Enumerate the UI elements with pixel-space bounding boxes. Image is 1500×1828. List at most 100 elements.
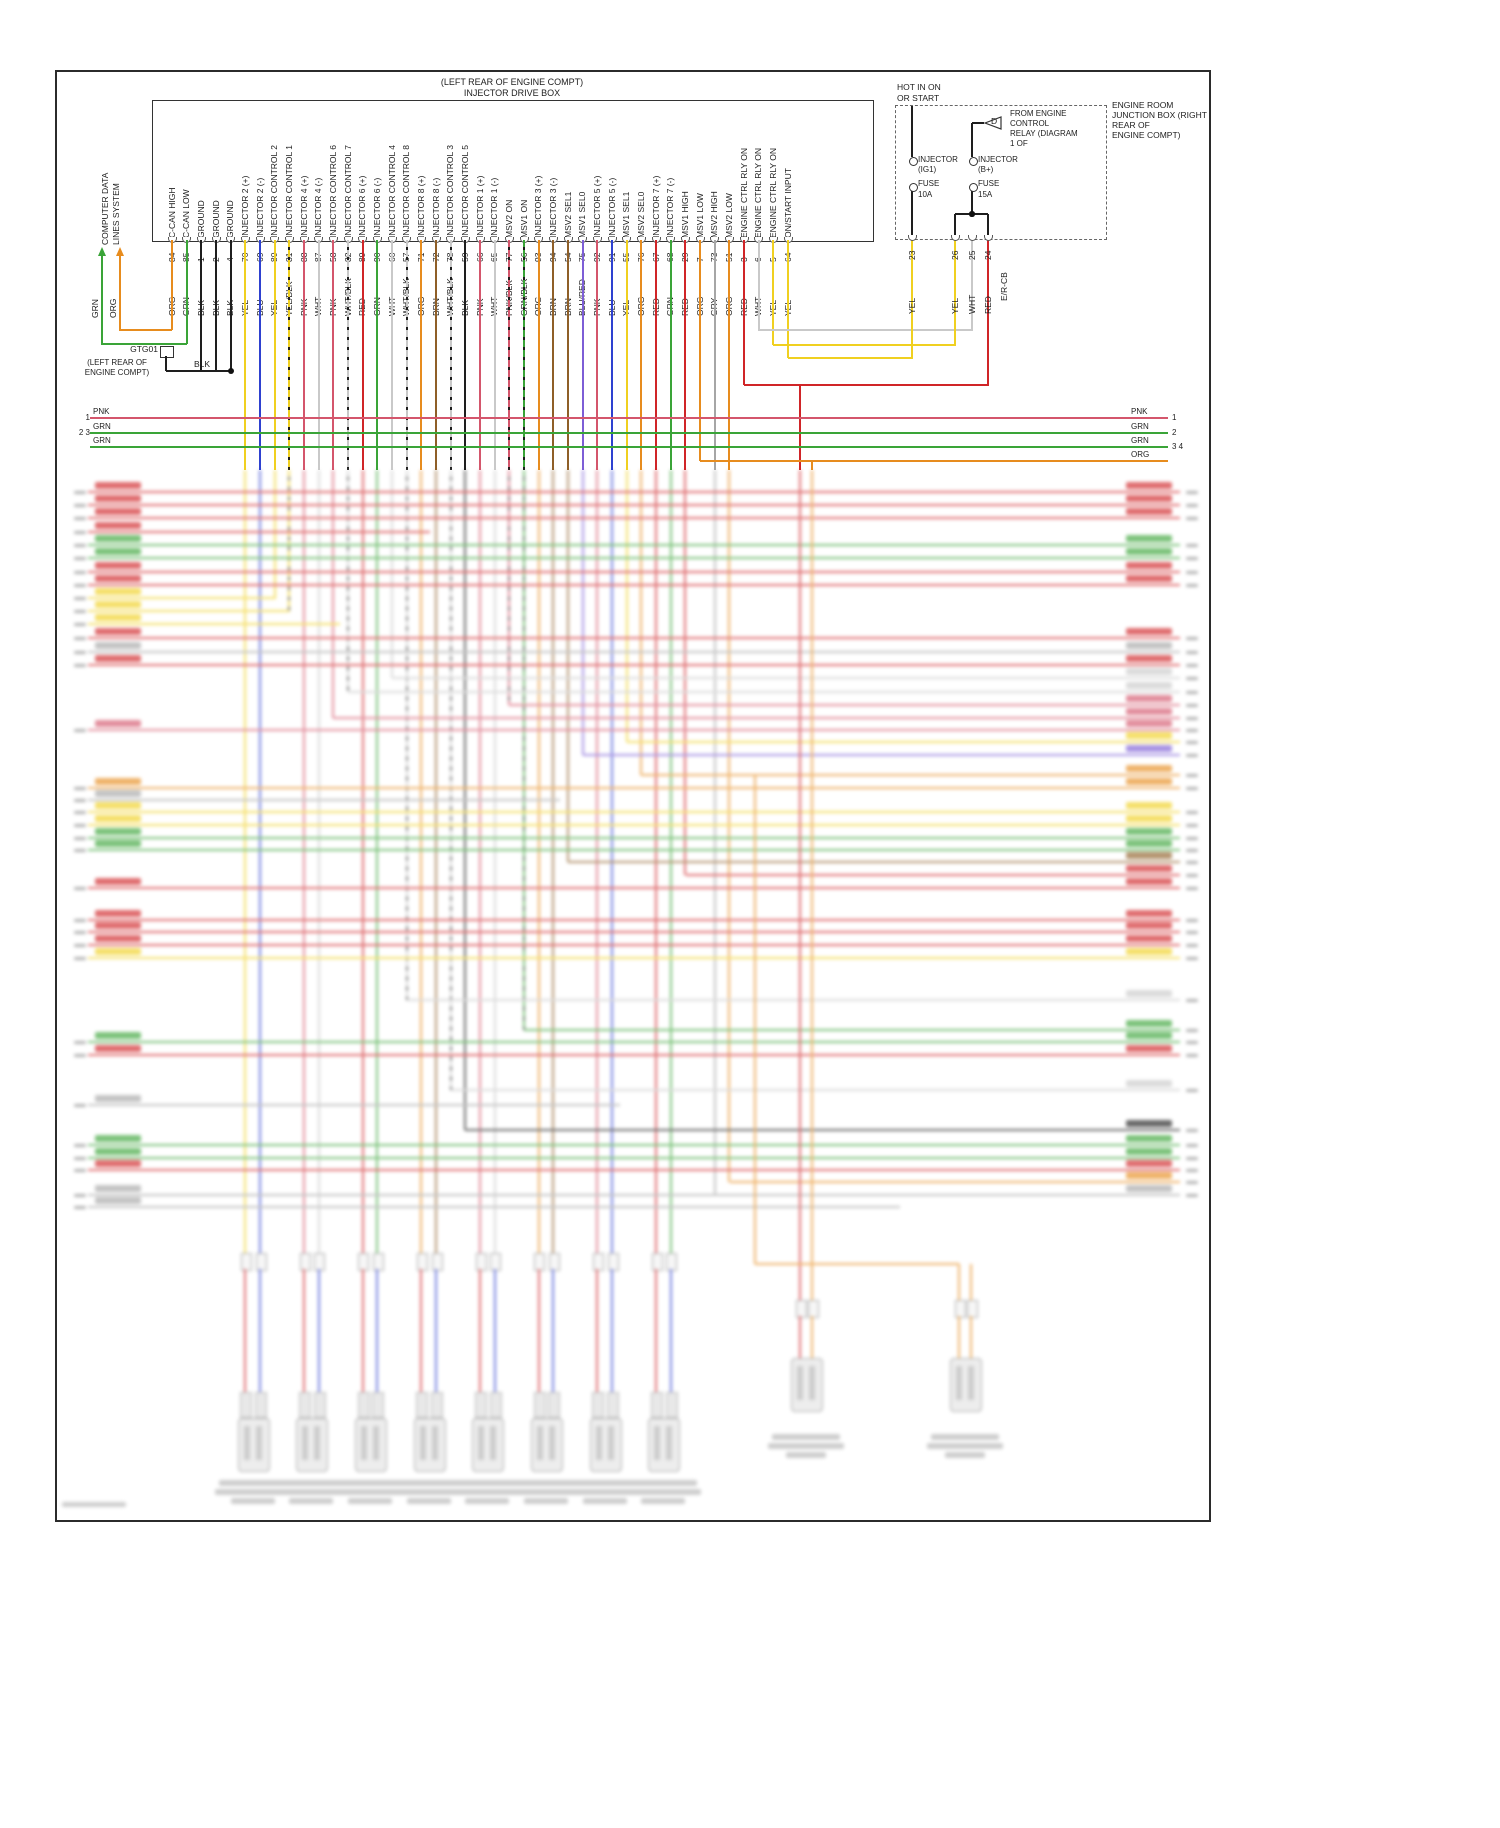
pin-wire-2 — [215, 240, 217, 371]
bus-wire-2 — [90, 431, 1168, 435]
can-high-wire — [119, 256, 121, 331]
pin-wire-82 — [347, 240, 349, 470]
computer-data-line-1: COMPUTER DATA — [100, 172, 110, 245]
pin-wire-5 — [772, 240, 775, 345]
pin-label: INJECTOR CONTROL 2 — [269, 144, 280, 238]
fuse-terminal-icon — [968, 182, 978, 192]
pin-label: INJECTOR 7 (+) — [650, 175, 661, 238]
pin-label: GROUND — [210, 200, 221, 238]
on-start-input-wire — [788, 357, 912, 359]
pin-wire-87 — [317, 240, 320, 470]
pin-wire-93 — [537, 240, 540, 470]
drive-box-title: INJECTOR DRIVE BOX — [463, 88, 561, 98]
hot-wire-color-label: WHT — [966, 294, 977, 314]
pin-wire-65 — [493, 240, 496, 470]
ground-location-line-1: (LEFT REAR OF — [87, 358, 147, 367]
pin-wire-6 — [757, 240, 760, 330]
pin-label: INJECTOR 5 (-) — [606, 177, 617, 238]
pin-label: ENGINE CTRL RLY ON — [767, 147, 778, 238]
pin-label: INJECTOR CONTROL 7 — [342, 144, 353, 238]
pin-wire-1 — [200, 240, 203, 371]
hot-box — [895, 105, 1107, 240]
pin-wire-91 — [611, 240, 613, 470]
junction-note-line-1: ENGINE ROOM — [1112, 100, 1174, 110]
pin-label: INJECTOR 3 (-) — [547, 177, 558, 238]
pin-wire-69 — [259, 240, 261, 470]
hot-pin-wire-25 — [971, 240, 973, 331]
pin-wire-78 — [449, 240, 452, 470]
pin-label: INJECTOR CONTROL 4 — [386, 144, 397, 238]
pin-label: INJECTOR 2 (-) — [254, 177, 265, 238]
pin-label: MSV2 LOW — [723, 193, 734, 238]
pin-label: MSV2 ON — [503, 199, 514, 238]
junction-dot — [227, 367, 235, 375]
pin-terminal-icon — [950, 235, 960, 241]
relay-note-line-3: RELAY (DIAGRAM — [1010, 129, 1078, 138]
hot-wire-color-label: YEL — [949, 297, 960, 314]
pin-wire-58 — [332, 240, 335, 470]
bus-right-color-label: GRN — [1131, 436, 1149, 445]
hot-pin-wire-24 — [987, 240, 989, 386]
pin-wire-67 — [655, 240, 657, 470]
arrow-label-grn: GRN — [90, 299, 100, 318]
pin-label: ENGINE CTRL RLY ON — [738, 147, 749, 238]
engine-ctrl-rly-wire — [744, 384, 988, 386]
diagram-border — [55, 70, 1211, 1522]
pin-wire-75 — [581, 240, 584, 470]
arrow-label-org: ORG — [108, 298, 118, 318]
can-high-wire — [120, 329, 172, 331]
hot-pin-label: E/R-CB — [998, 272, 1009, 301]
pin-label: ON/START INPUT — [782, 168, 793, 238]
bus-left-color-label: GRN — [93, 436, 111, 445]
pin-label: INJECTOR 7 (-) — [665, 177, 676, 238]
relay-triangle-icon — [984, 116, 1002, 130]
fuse-circuit-line — [911, 189, 913, 240]
fuse-circuit-line — [971, 189, 973, 214]
relay-note-line-1: FROM ENGINE — [1010, 109, 1067, 118]
pin-wire-72 — [435, 240, 437, 470]
pin-label: C-CAN LOW — [181, 189, 192, 238]
pin-wire-77 — [508, 240, 511, 470]
fuse-circuit-line — [954, 214, 956, 240]
pin-wire-60 — [391, 240, 393, 470]
pin-terminal-icon — [967, 235, 977, 241]
pin-label: INJECTOR 3 (+) — [533, 175, 544, 238]
pin-wire-76 — [640, 240, 643, 470]
pin-wire-4 — [229, 240, 232, 371]
bus-left-color-label: GRN — [93, 422, 111, 431]
hot-pin-wire-23 — [911, 240, 913, 359]
hot-pin-number: 24 — [982, 250, 993, 260]
pin-label: MSV1 HIGH — [679, 191, 690, 238]
pin-wire-57 — [405, 240, 408, 470]
fuse2-line-1: INJECTOR — [978, 155, 1018, 164]
ground-symbol-lead — [165, 356, 167, 371]
fuse-terminal-icon — [908, 182, 918, 192]
engine-ctrl-rly-wire — [773, 344, 955, 346]
bus-right-number: 2 — [1172, 428, 1177, 437]
pin-wire-55 — [625, 240, 628, 470]
bus-right-color-label: ORG — [1131, 450, 1150, 459]
arrow-up-grn-icon — [97, 247, 106, 256]
pin-label: INJECTOR 5 (+) — [591, 175, 602, 238]
ground-symbol-icon — [160, 346, 174, 358]
bus-right-color-label: GRN — [1131, 422, 1149, 431]
pin-label: INJECTOR CONTROL 1 — [283, 144, 294, 238]
hot-pin-number: 23 — [906, 250, 917, 260]
hot-pin-wire-26 — [954, 240, 956, 346]
fuse-circuit-line — [987, 214, 989, 240]
hot-pin-number: 25 — [966, 250, 977, 260]
pin-label: MSV1 SEL1 — [621, 191, 632, 238]
pin-label: MSV2 SEL1 — [562, 191, 573, 238]
fuse2-line-2: (B+) — [978, 165, 994, 174]
pin-label: INJECTOR 4 (+) — [298, 175, 309, 238]
fuse1-line-3: FUSE — [918, 179, 940, 188]
pin-label: MSV1 SEL0 — [577, 191, 588, 238]
pin-label: INJECTOR 4 (-) — [313, 177, 324, 238]
pin-label: GROUND — [195, 200, 206, 238]
pin-wire-81 — [288, 240, 291, 470]
branch-wire-org — [811, 461, 813, 470]
ground-wire — [166, 370, 231, 372]
pin-label: INJECTOR 1 (-) — [489, 177, 500, 238]
computer-data-lines-label: COMPUTER DATA LINES SYSTEM — [100, 150, 126, 245]
